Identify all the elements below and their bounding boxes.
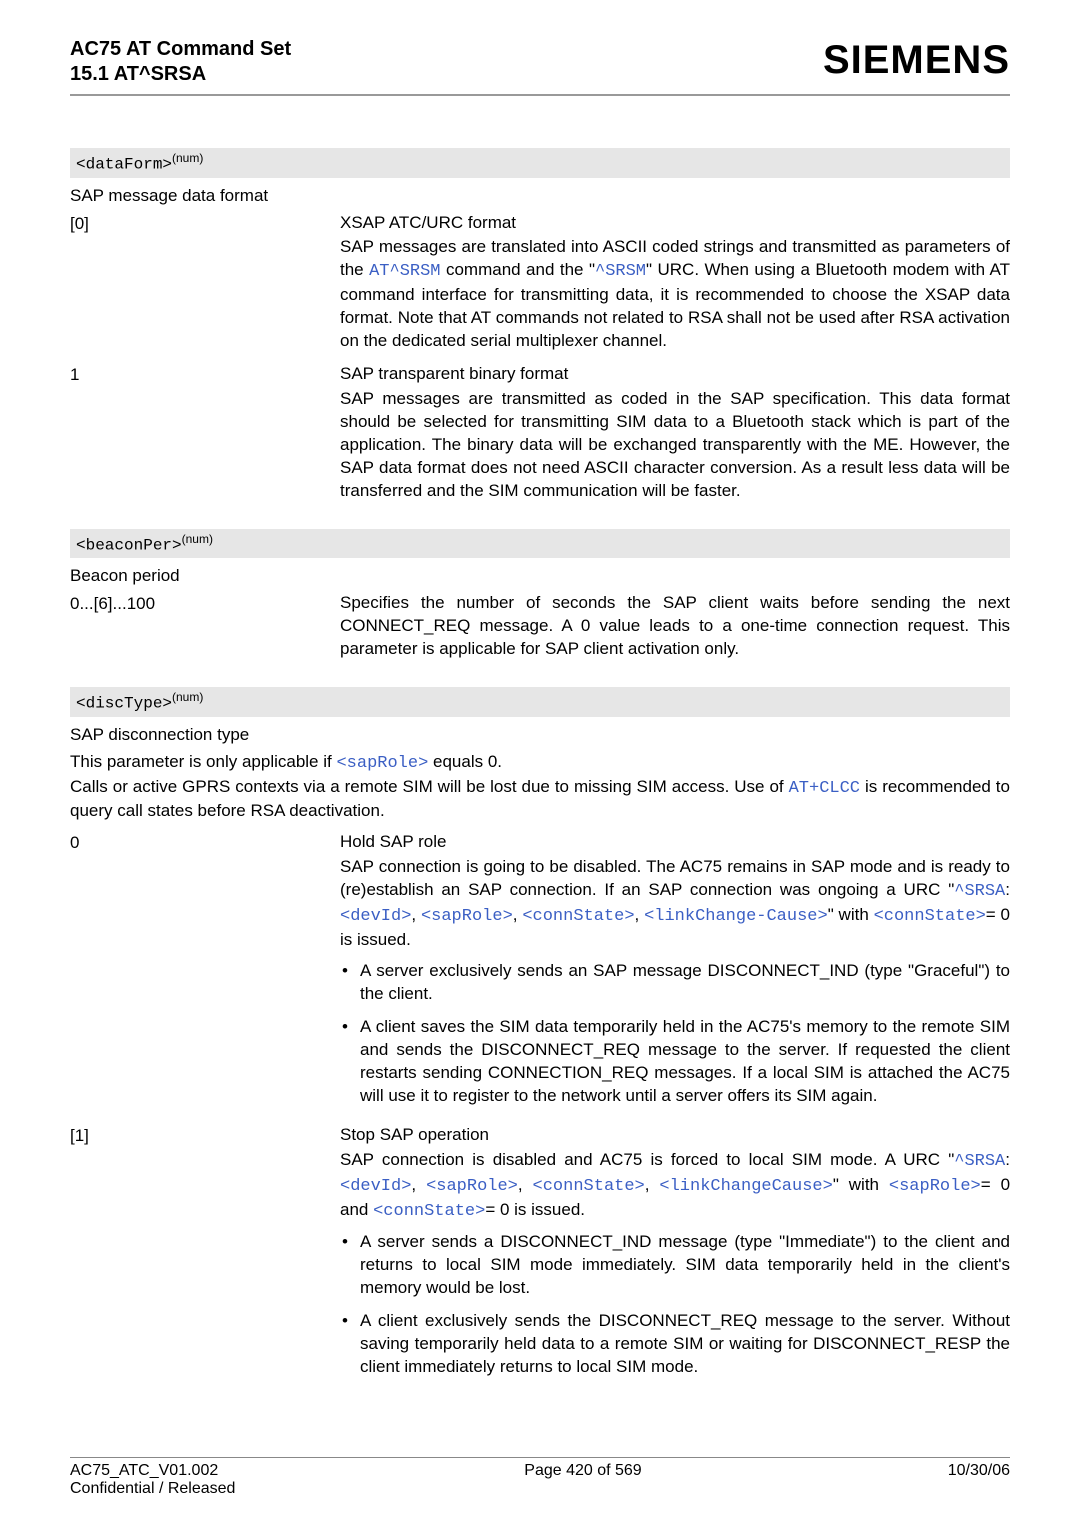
link-connstate[interactable]: <connState>	[373, 1202, 485, 1221]
link-saprole[interactable]: <sapRole>	[336, 754, 428, 773]
footer-row: AC75_ATC_V01.002 Page 420 of 569 10/30/0…	[70, 1462, 1010, 1480]
row-value: Hold SAP role SAP connection is going to…	[340, 831, 1010, 1117]
param-desc: SAP disconnection type	[70, 725, 1010, 745]
tag-sup: (num)	[172, 690, 203, 704]
page: AC75 AT Command Set 15.1 AT^SRSA SIEMENS…	[0, 0, 1080, 1528]
row-body-post: = 0 is issued.	[485, 1200, 585, 1219]
bullet-list: A server exclusively sends an SAP messag…	[340, 960, 1010, 1108]
row-lead: SAP transparent binary format	[340, 363, 1010, 386]
param-dataform: <dataForm>(num) SAP message data format …	[70, 148, 1010, 503]
row-body-pre: SAP connection is disabled and AC75 is f…	[340, 1150, 954, 1169]
tag-name: <beaconPer>	[76, 536, 182, 554]
param-beaconper: <beaconPer>(num) Beacon period 0...[6]..…	[70, 529, 1010, 661]
page-footer: AC75_ATC_V01.002 Page 420 of 569 10/30/0…	[70, 1457, 1010, 1498]
row-lead: XSAP ATC/URC format	[340, 212, 1010, 235]
footer-page: Page 420 of 569	[524, 1462, 641, 1480]
row-value: Specifies the number of seconds the SAP …	[340, 592, 1010, 661]
row-lead: Hold SAP role	[340, 831, 1010, 854]
sep: :	[1005, 880, 1010, 899]
row-key: [1]	[70, 1124, 340, 1146]
row-key: 0	[70, 831, 340, 853]
comma: ,	[635, 905, 645, 924]
list-item: A client exclusively sends the DISCONNEC…	[340, 1310, 1010, 1379]
footer-version: AC75_ATC_V01.002	[70, 1462, 218, 1480]
row-body-mid: " with	[833, 1175, 889, 1194]
link-saprole[interactable]: <sapRole>	[889, 1177, 981, 1196]
intro-pre: This parameter is only applicable if	[70, 752, 336, 771]
comma: ,	[411, 905, 421, 924]
param-disctype: <discType>(num) SAP disconnection type T…	[70, 687, 1010, 1389]
row-value: XSAP ATC/URC format SAP messages are tra…	[340, 212, 1010, 354]
list-item: A server exclusively sends an SAP messag…	[340, 960, 1010, 1006]
list-item: A client saves the SIM data temporarily …	[340, 1016, 1010, 1108]
link-connstate[interactable]: <connState>	[522, 907, 634, 926]
comma: ,	[518, 1175, 533, 1194]
row-key: 0...[6]...100	[70, 592, 340, 614]
link-srsa[interactable]: ^SRSA	[954, 882, 1005, 901]
link-saprole[interactable]: <sapRole>	[421, 907, 513, 926]
link-srsm-urc[interactable]: ^SRSM	[595, 262, 646, 281]
link-saprole[interactable]: <sapRole>	[426, 1177, 518, 1196]
param-row: 1 SAP transparent binary format SAP mess…	[70, 363, 1010, 503]
link-connstate[interactable]: <connState>	[874, 907, 986, 926]
doc-title: AC75 AT Command Set	[70, 38, 291, 61]
footer-rule	[70, 1457, 1010, 1458]
param-tag: <discType>(num)	[70, 687, 1010, 717]
row-body-mid: " with	[828, 905, 874, 924]
row-body-pre: SAP connection is going to be disabled. …	[340, 857, 1010, 899]
link-atsrsm[interactable]: AT^SRSM	[369, 262, 440, 281]
row-key: [0]	[70, 212, 340, 234]
tag-name: <dataForm>	[76, 155, 172, 173]
doc-subtitle: 15.1 AT^SRSA	[70, 63, 291, 86]
link-linkchangecause[interactable]: <linkChange-Cause>	[644, 907, 828, 926]
param-desc: Beacon period	[70, 566, 1010, 586]
row-lead: Stop SAP operation	[340, 1124, 1010, 1147]
footer-date: 10/30/06	[948, 1462, 1010, 1480]
link-connstate[interactable]: <connState>	[533, 1177, 645, 1196]
brand-logo: SIEMENS	[823, 38, 1010, 83]
link-srsa[interactable]: ^SRSA	[954, 1152, 1005, 1171]
param-desc: SAP message data format	[70, 186, 1010, 206]
row-body: SAP messages are transmitted as coded in…	[340, 389, 1010, 500]
sep: :	[1005, 1150, 1010, 1169]
row-value: SAP transparent binary format SAP messag…	[340, 363, 1010, 503]
bullet-list: A server sends a DISCONNECT_IND message …	[340, 1231, 1010, 1379]
row-body-mid: command and the "	[441, 260, 595, 279]
comma: ,	[513, 905, 523, 924]
link-linkchangecause[interactable]: <linkChangeCause>	[659, 1177, 832, 1196]
row-value: Stop SAP operation SAP connection is dis…	[340, 1124, 1010, 1389]
tag-sup: (num)	[172, 151, 203, 165]
page-header: AC75 AT Command Set 15.1 AT^SRSA SIEMENS	[70, 38, 1010, 86]
link-devid[interactable]: <devId>	[340, 907, 411, 926]
tag-name: <discType>	[76, 694, 172, 712]
link-atclcc[interactable]: AT+CLCC	[789, 779, 860, 798]
row-key: 1	[70, 363, 340, 385]
intro-paragraph: This parameter is only applicable if <sa…	[70, 751, 1010, 824]
param-row: 0...[6]...100 Specifies the number of se…	[70, 592, 1010, 661]
param-row: [0] XSAP ATC/URC format SAP messages are…	[70, 212, 1010, 354]
comma: ,	[645, 1175, 660, 1194]
tag-sup: (num)	[182, 532, 213, 546]
param-row: 0 Hold SAP role SAP connection is going …	[70, 831, 1010, 1117]
header-rule	[70, 94, 1010, 96]
header-left: AC75 AT Command Set 15.1 AT^SRSA	[70, 38, 291, 86]
link-devid[interactable]: <devId>	[340, 1177, 411, 1196]
param-tag: <dataForm>(num)	[70, 148, 1010, 178]
list-item: A server sends a DISCONNECT_IND message …	[340, 1231, 1010, 1300]
param-row: [1] Stop SAP operation SAP connection is…	[70, 1124, 1010, 1389]
comma: ,	[411, 1175, 426, 1194]
footer-confidential: Confidential / Released	[70, 1480, 1010, 1498]
param-tag: <beaconPer>(num)	[70, 529, 1010, 559]
